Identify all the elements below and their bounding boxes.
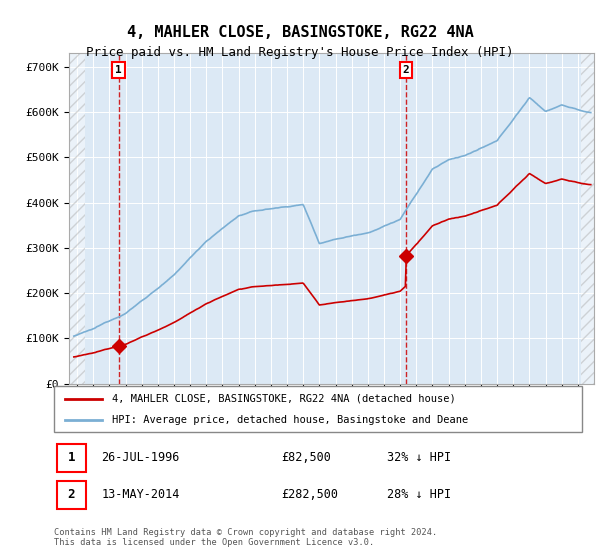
Text: 26-JUL-1996: 26-JUL-1996: [101, 451, 180, 464]
Text: £82,500: £82,500: [281, 451, 331, 464]
Text: 2: 2: [67, 488, 75, 501]
Text: 4, MAHLER CLOSE, BASINGSTOKE, RG22 4NA: 4, MAHLER CLOSE, BASINGSTOKE, RG22 4NA: [127, 25, 473, 40]
Text: 1: 1: [67, 451, 75, 464]
Text: 1: 1: [115, 65, 122, 75]
Text: HPI: Average price, detached house, Basingstoke and Deane: HPI: Average price, detached house, Basi…: [112, 415, 469, 425]
Text: 13-MAY-2014: 13-MAY-2014: [101, 488, 180, 501]
Bar: [56, 481, 86, 509]
Bar: [69, 53, 85, 384]
Text: 28% ↓ HPI: 28% ↓ HPI: [386, 488, 451, 501]
Text: 4, MAHLER CLOSE, BASINGSTOKE, RG22 4NA (detached house): 4, MAHLER CLOSE, BASINGSTOKE, RG22 4NA (…: [112, 394, 456, 404]
Bar: [581, 53, 594, 384]
Text: £282,500: £282,500: [281, 488, 338, 501]
Text: 2: 2: [403, 65, 410, 75]
Text: 32% ↓ HPI: 32% ↓ HPI: [386, 451, 451, 464]
Text: Contains HM Land Registry data © Crown copyright and database right 2024.
This d: Contains HM Land Registry data © Crown c…: [54, 528, 437, 547]
Text: Price paid vs. HM Land Registry's House Price Index (HPI): Price paid vs. HM Land Registry's House …: [86, 46, 514, 59]
Bar: [56, 444, 86, 472]
